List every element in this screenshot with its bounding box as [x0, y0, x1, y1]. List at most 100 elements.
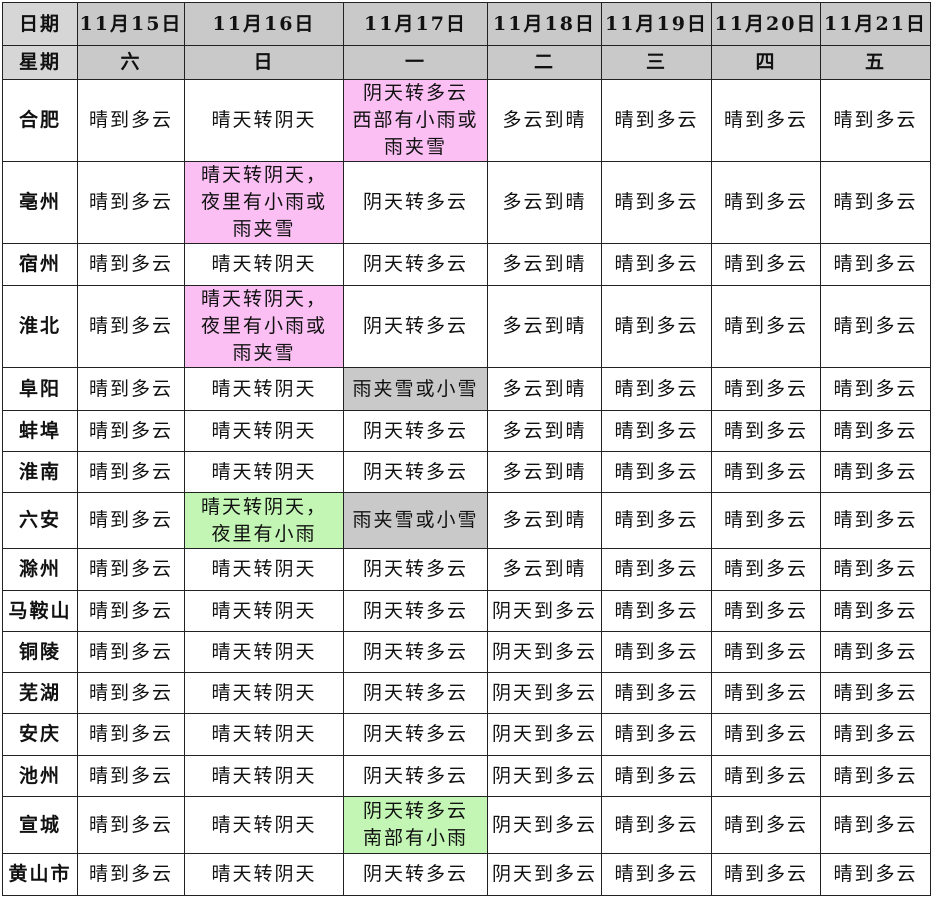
forecast-cell: 阴天转多云	[343, 410, 488, 452]
forecast-text: 阴天到多云	[491, 813, 597, 836]
forecast-cell: 晴到多云	[820, 590, 931, 632]
table-row: 蚌埠 晴到多云 晴天转阴天 阴天转多云 多云到晴 晴到多云 晴到多云 晴到多云	[2, 410, 931, 452]
forecast-text: 晴到多云	[833, 191, 918, 213]
forecast-cell: 晴到多云	[711, 367, 821, 411]
forecast-text: 晴到多云	[88, 191, 173, 213]
forecast-cell: 晴到多云	[601, 367, 712, 411]
forecast-cell: 多云到晴	[487, 79, 602, 162]
forecast-cell: 晴天转阴天， 夜里有小雨或 雨夹雪	[184, 161, 344, 244]
forecast-text: 晴天转阴天	[211, 253, 317, 275]
forecast-text: 晴到多云	[833, 109, 918, 131]
city-name: 滁州	[2, 548, 78, 591]
forecast-cell: 阴天转多云 西部有小雨或 雨夹雪	[343, 79, 488, 162]
date-cell: 11月16日	[184, 2, 344, 46]
city-name: 淮北	[2, 285, 78, 368]
forecast-text: 雨夹雪	[383, 136, 447, 158]
forecast-text: 晴天转阴天	[211, 681, 317, 704]
forecast-text: 晴到多云	[833, 764, 918, 787]
forecast-text: 晴到多云	[723, 681, 808, 704]
date-cell: 11月15日	[77, 2, 185, 46]
forecast-text: 晴到多云	[833, 315, 918, 337]
table-row: 六安 晴到多云 晴天转阴天， 夜里有小雨 雨夹雪或小雪 多云到晴 晴到多云 晴到多云 晴到多云	[2, 492, 931, 549]
table-row: 马鞍山 晴到多云 晴天转阴天 阴天转多云 阴天到多云 晴到多云 晴到多云 晴到多云	[2, 590, 931, 632]
forecast-text: 多云到晴	[502, 377, 587, 400]
forecast-text: 阴天转多云	[362, 723, 468, 745]
forecast-text: 晴到多云	[88, 599, 173, 622]
forecast-cell: 晴到多云	[820, 367, 931, 411]
forecast-cell: 多云到晴	[487, 243, 602, 286]
forecast-cell: 晴到多云	[820, 243, 931, 286]
forecast-cell: 晴到多云	[601, 590, 712, 632]
forecast-cell: 晴到多云	[77, 492, 185, 549]
forecast-text: 晴天转阴天	[211, 764, 317, 787]
city-name: 宿州	[2, 243, 78, 286]
forecast-text: 晴到多云	[723, 377, 808, 400]
forecast-cell: 晴到多云	[820, 631, 931, 673]
forecast-text: 晴天转阴天	[211, 558, 317, 580]
forecast-cell: 晴到多云	[601, 853, 712, 896]
forecast-text: 西部有小雨或	[352, 109, 479, 131]
forecast-text: 晴天转阴天，	[200, 288, 327, 310]
date-cell: 11月21日	[820, 2, 931, 46]
forecast-text: 晴到多云	[723, 460, 808, 483]
forecast-cell: 阴天转多云	[343, 713, 488, 756]
forecast-cell: 阴天转多云	[343, 755, 488, 797]
forecast-text: 雨夹雪	[232, 342, 296, 364]
forecast-cell: 晴到多云	[711, 410, 821, 452]
forecast-cell: 晴到多云	[711, 713, 821, 756]
weekday-label: 星期	[2, 45, 78, 80]
forecast-text: 晴到多云	[833, 863, 918, 885]
forecast-text: 阴天到多云	[491, 764, 597, 787]
forecast-text: 阴天转多云	[362, 558, 468, 580]
forecast-text: 晴天转阴天	[211, 723, 317, 745]
table-row: 黄山市 晴到多云 晴天转阴天 阴天转多云 阴天到多云 晴到多云 晴到多云 晴到多云	[2, 853, 931, 896]
forecast-text: 晴到多云	[723, 109, 808, 131]
forecast-cell: 晴天转阴天	[184, 713, 344, 756]
forecast-cell: 晴到多云	[601, 755, 712, 797]
forecast-text: 晴到多云	[614, 109, 699, 131]
forecast-text: 阴天转多云	[362, 460, 468, 483]
forecast-cell: 多云到晴	[487, 492, 602, 549]
forecast-cell: 晴到多云	[601, 492, 712, 549]
forecast-cell: 晴到多云	[601, 451, 712, 493]
forecast-text: 晴到多云	[88, 460, 173, 483]
forecast-text: 晴到多云	[88, 681, 173, 704]
forecast-cell: 多云到晴	[487, 451, 602, 493]
forecast-cell: 阴天转多云	[343, 631, 488, 673]
forecast-text: 晴到多云	[723, 813, 808, 836]
forecast-cell: 多云到晴	[487, 410, 602, 452]
forecast-cell: 晴天转阴天	[184, 755, 344, 797]
forecast-text: 多云到晴	[502, 558, 587, 580]
city-name: 淮南	[2, 451, 78, 493]
city-name: 亳州	[2, 161, 78, 244]
forecast-text: 晴到多云	[88, 558, 173, 580]
forecast-text: 晴到多云	[88, 640, 173, 663]
forecast-text: 晴到多云	[614, 681, 699, 704]
forecast-text: 阴天转多云	[362, 419, 468, 442]
forecast-cell: 晴到多云	[77, 548, 185, 591]
forecast-text: 雨夹雪或小雪	[352, 509, 479, 531]
weekday-cell: 六	[77, 45, 185, 80]
forecast-cell: 晴到多云	[601, 243, 712, 286]
table-row: 淮北 晴到多云 晴天转阴天， 夜里有小雨或 雨夹雪 阴天转多云 多云到晴 晴到多云 晴到多云 晴到…	[2, 285, 931, 368]
forecast-text: 晴到多云	[88, 863, 173, 885]
forecast-cell: 多云到晴	[487, 548, 602, 591]
city-name: 安庆	[2, 713, 78, 756]
forecast-text: 阴天转多云	[362, 681, 468, 704]
forecast-cell: 晴到多云	[77, 161, 185, 244]
forecast-cell: 晴到多云	[820, 161, 931, 244]
forecast-cell: 晴到多云	[77, 410, 185, 452]
forecast-text: 晴到多云	[833, 640, 918, 663]
forecast-cell: 晴天转阴天	[184, 410, 344, 452]
weekday-cell: 日	[184, 45, 344, 80]
forecast-cell: 阴天到多云	[487, 590, 602, 632]
forecast-cell: 晴到多云	[601, 79, 712, 162]
forecast-cell: 晴到多云	[77, 590, 185, 632]
city-name: 阜阳	[2, 367, 78, 411]
forecast-text: 晴到多云	[88, 813, 173, 836]
forecast-text: 晴到多云	[833, 723, 918, 745]
forecast-cell: 晴到多云	[77, 451, 185, 493]
forecast-cell: 阴天转多云	[343, 451, 488, 493]
forecast-text: 晴到多云	[723, 723, 808, 745]
date-cell: 11月19日	[601, 2, 712, 46]
